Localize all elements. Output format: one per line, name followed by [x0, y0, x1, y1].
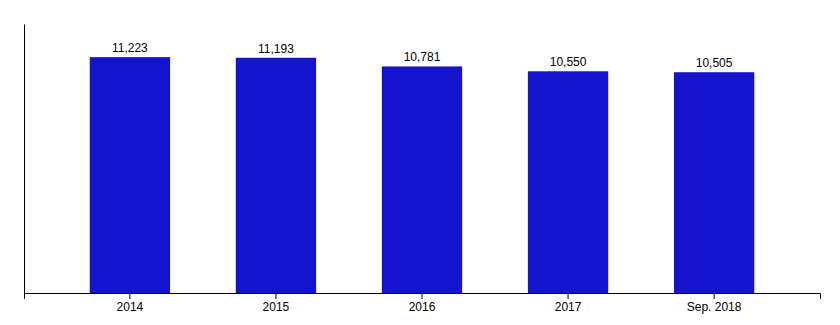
data-label: 11,193 [258, 42, 294, 56]
bar [528, 71, 608, 293]
x-tick: 2014 [117, 293, 144, 314]
bar [674, 72, 754, 293]
x-tick-label: 2017 [555, 300, 582, 314]
x-tick-label: 2015 [263, 300, 290, 314]
data-labels: 11,223 11,193 10,781 10,550 10,505 [112, 41, 733, 70]
x-tick-mark [714, 293, 715, 299]
bar [382, 66, 462, 293]
x-axis: 2014 2015 2016 2017 Sep. 2018 [25, 293, 821, 314]
x-tick-label: Sep. 2018 [687, 300, 742, 314]
plot: 2014 2015 2016 2017 Sep. 2018 [25, 25, 821, 314]
x-tick-mark [275, 293, 276, 299]
x-axis-line [25, 294, 821, 300]
bars [90, 57, 755, 293]
x-tick-mark [422, 293, 423, 299]
x-tick-label: 2014 [117, 300, 144, 314]
x-tick: 2016 [409, 293, 436, 314]
y-axis [24, 25, 25, 294]
x-tick-label: 2016 [409, 300, 436, 314]
x-tick-mark [129, 293, 130, 299]
data-label: 10,505 [696, 56, 733, 70]
bar [90, 57, 170, 293]
bar [236, 58, 316, 293]
x-tick: 2015 [263, 293, 290, 314]
data-label: 10,781 [404, 50, 441, 64]
x-tick: Sep. 2018 [687, 293, 742, 314]
y-axis-line [24, 25, 25, 294]
data-label: 10,550 [550, 55, 587, 69]
chart: 2014 2015 2016 2017 Sep. 2018 11,223 11,193 10,… [0, 0, 840, 325]
data-label: 11,223 [112, 41, 148, 55]
x-tick-mark [568, 293, 569, 299]
x-tick: 2017 [555, 293, 582, 314]
